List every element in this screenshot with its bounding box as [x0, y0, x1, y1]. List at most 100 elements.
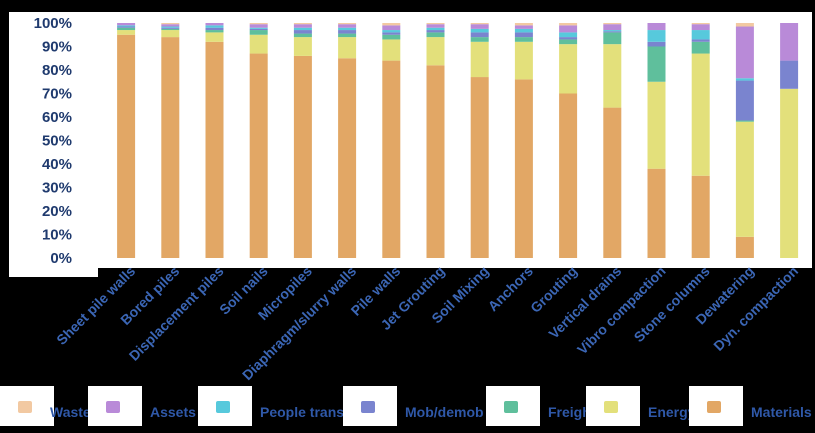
bar-stack — [470, 23, 489, 258]
bar-segment-mob-demob — [647, 41, 666, 47]
bar-stack — [735, 23, 754, 258]
legend-key-box — [198, 386, 252, 426]
bar-segment-assets — [117, 23, 136, 26]
bar-segment-freight — [249, 30, 268, 35]
bar-stack — [603, 23, 622, 258]
bar-segment-mob-demob — [249, 28, 268, 31]
y-tick-label: 80% — [42, 62, 72, 79]
bar-segment-energy — [735, 121, 754, 237]
bar-stack — [117, 23, 136, 258]
bar-segment-materials — [426, 65, 445, 258]
legend-label: Assets — [150, 404, 196, 420]
bar-segment-freight — [514, 37, 533, 42]
y-axis-panel — [9, 12, 98, 277]
bar-stack — [647, 23, 666, 258]
y-axis-ticks: 0% 10% 20% 30% 40% 50% 60% 70% 80% 90% 100% — [34, 15, 72, 267]
y-tick-label: 10% — [42, 227, 72, 244]
bar-segment-materials — [338, 58, 357, 258]
y-tick-label: 70% — [42, 86, 72, 103]
bar-segment-freight — [338, 33, 357, 38]
bar-stack — [426, 23, 445, 258]
bar-segment-people-transp — [161, 26, 180, 28]
bar-segment-waste — [691, 23, 710, 25]
bar-segment-assets — [603, 24, 622, 31]
bar-stack — [161, 23, 180, 258]
bar-segment-mob-demob — [559, 37, 578, 40]
y-tick-label: 50% — [42, 133, 72, 150]
bar-stack — [249, 23, 268, 258]
bar-segment-waste — [293, 23, 312, 25]
bar-segment-assets — [249, 24, 268, 28]
bar-stack — [691, 23, 710, 258]
bar-segment-waste — [470, 23, 489, 25]
bar-segment-waste — [161, 23, 180, 25]
bar-segment-mob-demob — [161, 27, 180, 29]
bar-stack — [205, 23, 224, 258]
y-tick-label: 60% — [42, 109, 72, 126]
bar-segment-materials — [559, 93, 578, 258]
bar-segment-assets — [514, 25, 533, 29]
bar-segment-assets — [470, 24, 489, 29]
bar-segment-freight — [293, 33, 312, 38]
bar-segment-energy — [382, 39, 401, 61]
bar-stack — [338, 23, 357, 258]
legend-swatch — [106, 401, 120, 413]
legend-key-box — [343, 386, 397, 426]
bar-segment-energy — [426, 37, 445, 66]
bar-segment-people-transp — [293, 27, 312, 31]
bar-segment-people-transp — [117, 25, 136, 27]
bar-segment-energy — [514, 41, 533, 80]
bar-segment-freight — [117, 27, 136, 31]
legend-key-box — [0, 386, 54, 426]
bar-segment-waste — [559, 23, 578, 26]
bar-segment-materials — [691, 175, 710, 258]
bar-segment-waste — [382, 23, 401, 26]
bar-segment-people-transp — [603, 30, 622, 32]
bar-segment-mob-demob — [338, 30, 357, 34]
bar-segment-mob-demob — [117, 26, 136, 28]
legend-swatch — [707, 401, 721, 413]
bar-segment-energy — [559, 44, 578, 94]
bar-segment-assets — [559, 25, 578, 33]
bar-segment-energy — [161, 30, 180, 38]
bar-segment-freight — [205, 30, 224, 33]
bar-segment-energy — [603, 44, 622, 108]
bar-segment-people-transp — [735, 78, 754, 81]
bar-segment-mob-demob — [514, 32, 533, 38]
bar-segment-assets — [293, 24, 312, 28]
bar-segment-mob-demob — [603, 31, 622, 33]
bars — [117, 23, 799, 259]
bar-segment-mob-demob — [470, 32, 489, 38]
bar-segment-freight — [470, 37, 489, 42]
bar-segment-freight — [647, 46, 666, 82]
bar-segment-mob-demob — [293, 30, 312, 34]
bar-stack — [382, 23, 401, 258]
bar-segment-materials — [205, 41, 224, 258]
bar-segment-materials — [735, 236, 754, 258]
legend-swatch — [216, 401, 230, 413]
bar-segment-assets — [780, 23, 799, 61]
bar-segment-mob-demob — [205, 27, 224, 31]
bar-segment-assets — [161, 24, 180, 27]
bar-segment-assets — [205, 23, 224, 26]
legend-swatch — [504, 401, 518, 413]
legend-swatch — [361, 401, 375, 413]
bar-segment-materials — [382, 60, 401, 258]
bar-stack — [293, 23, 312, 259]
bar-segment-assets — [735, 26, 754, 79]
legend-label: Mob/demob — [405, 404, 484, 420]
bar-segment-freight — [382, 34, 401, 40]
bar-stack — [514, 23, 533, 259]
bar-segment-assets — [691, 24, 710, 31]
bar-segment-materials — [161, 37, 180, 258]
bar-segment-materials — [514, 79, 533, 259]
bar-segment-energy — [691, 53, 710, 176]
bar-segment-people-transp — [647, 30, 666, 42]
bar-segment-waste — [735, 23, 754, 27]
bar-segment-mob-demob — [735, 80, 754, 121]
legend-label: Materials — [751, 404, 812, 420]
bar-segment-mob-demob — [382, 32, 401, 35]
bar-segment-people-transp — [338, 27, 357, 31]
bar-segment-energy — [647, 81, 666, 169]
bar-segment-waste — [249, 23, 268, 25]
